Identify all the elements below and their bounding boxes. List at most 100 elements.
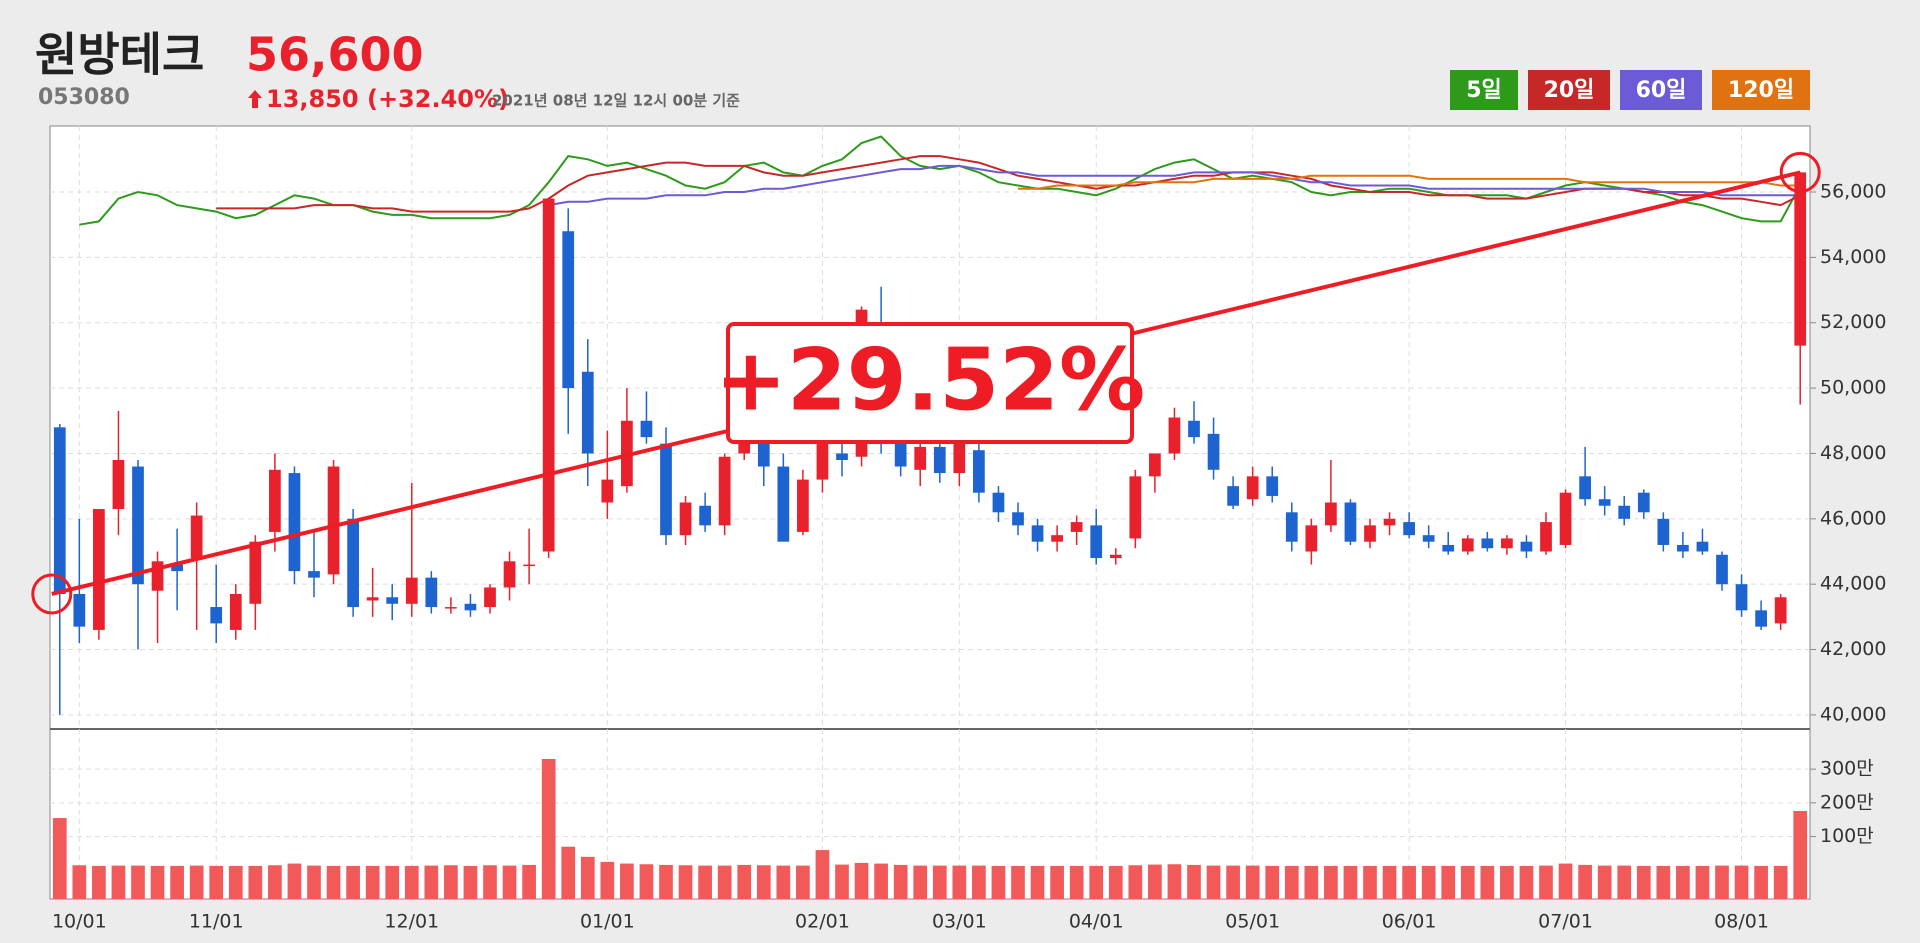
volume-bar: [1343, 865, 1358, 899]
volume-bar: [1030, 865, 1045, 899]
volume-bar: [659, 864, 673, 899]
volume-bar: [1597, 865, 1612, 899]
candle-body: [1285, 512, 1298, 542]
candle-body: [1618, 505, 1631, 519]
volume-bar: [932, 865, 947, 899]
volume-bar: [893, 864, 908, 899]
candle-body: [1637, 492, 1650, 513]
candle-body: [1070, 522, 1083, 532]
candle-body: [386, 597, 399, 604]
volume-bar: [189, 865, 204, 899]
legend-label[interactable]: 5일: [1466, 78, 1502, 103]
candle-body: [327, 466, 340, 575]
volume-bar: [131, 865, 145, 899]
volume-bar: [72, 865, 87, 899]
candle-body: [112, 459, 125, 510]
candle-body: [699, 505, 711, 526]
volume-bar: [1069, 865, 1084, 899]
candle-body: [601, 479, 614, 503]
y-tick-label: 300만: [1820, 758, 1874, 780]
candle-body: [542, 198, 555, 552]
volume-bar: [1480, 865, 1495, 899]
volume-bar: [228, 865, 243, 899]
y-tick-label: 100만: [1820, 825, 1874, 847]
volume-bar: [1695, 865, 1710, 899]
candle-body: [1246, 476, 1259, 500]
volume-bar: [835, 864, 849, 899]
candle-body: [1090, 525, 1103, 559]
volume-bar: [737, 864, 752, 899]
volume-bar: [307, 865, 321, 899]
volume-bar: [1226, 865, 1240, 899]
volume-bar: [1402, 865, 1416, 899]
candle-body: [1227, 486, 1239, 506]
volume-bar: [1304, 865, 1319, 899]
candle-body: [640, 420, 653, 438]
volume-bar: [483, 865, 497, 899]
candle-body: [1501, 538, 1513, 549]
candle-body: [1266, 476, 1279, 496]
candle-body: [1481, 538, 1494, 549]
candle-body: [1461, 538, 1474, 552]
volume-bar: [991, 865, 1006, 899]
price-change: 13,850 (+32.40%): [266, 85, 509, 113]
legend-label[interactable]: 120일: [1728, 78, 1794, 103]
volume-bar: [1284, 865, 1299, 899]
candle-body: [308, 571, 320, 578]
volume-bar: [1167, 864, 1182, 899]
volume-bar: [1089, 865, 1104, 899]
volume-bar: [580, 856, 595, 899]
legend-button[interactable]: [1450, 70, 1518, 110]
candle-body: [1364, 525, 1376, 542]
volume-bar: [1793, 810, 1808, 899]
legend-label[interactable]: 60일: [1636, 78, 1687, 103]
y-tick-label: 56,000: [1820, 181, 1886, 203]
candle-body: [1403, 522, 1415, 536]
candle-body: [660, 443, 672, 536]
stock-name: 원방테크: [35, 28, 204, 82]
candle-body: [1031, 525, 1044, 542]
candle-body: [288, 473, 301, 572]
ma-line: [1018, 174, 1801, 190]
y-tick-label: 42,000: [1820, 638, 1886, 660]
volume-bar: [1265, 865, 1280, 899]
candle-body: [992, 492, 1005, 513]
legend-label[interactable]: 20일: [1544, 78, 1595, 103]
candle-body: [1774, 597, 1787, 624]
volume-bar: [1578, 864, 1592, 899]
volume-bar: [1148, 864, 1162, 899]
candle-body: [151, 561, 164, 591]
volume-bar: [1676, 865, 1690, 899]
candle-body: [914, 446, 927, 470]
volume-bar: [1715, 865, 1729, 899]
volume-bar: [1558, 863, 1573, 899]
volume-bar: [561, 846, 576, 899]
volume-bar: [1011, 865, 1025, 899]
stock-price: 56,600: [246, 28, 424, 82]
candle-body: [1579, 476, 1591, 500]
legend-button[interactable]: [1620, 70, 1702, 110]
volume-bar: [444, 865, 458, 899]
y-tick-label: 40,000: [1820, 703, 1886, 725]
candle-body: [1716, 554, 1728, 585]
volume-bar: [150, 865, 165, 899]
candle-body: [210, 607, 223, 624]
candle-body: [1207, 433, 1220, 470]
volume-bar: [854, 862, 869, 899]
start-marker: [31, 573, 73, 615]
volume-bar: [815, 850, 830, 899]
x-tick-label: 02/01: [795, 911, 850, 933]
volume-bar: [1128, 865, 1143, 899]
legend-button[interactable]: [1528, 70, 1610, 110]
volume-bar: [1656, 865, 1671, 899]
legend-button[interactable]: [1712, 70, 1810, 110]
candle-body: [1188, 420, 1200, 438]
candle-body: [190, 515, 203, 559]
candle-body: [1735, 584, 1748, 611]
volume-bar: [913, 865, 928, 899]
candle-body: [1540, 522, 1552, 552]
volume-bar: [248, 865, 263, 899]
x-tick-label: 07/01: [1538, 911, 1593, 933]
end-marker: [1779, 151, 1821, 193]
